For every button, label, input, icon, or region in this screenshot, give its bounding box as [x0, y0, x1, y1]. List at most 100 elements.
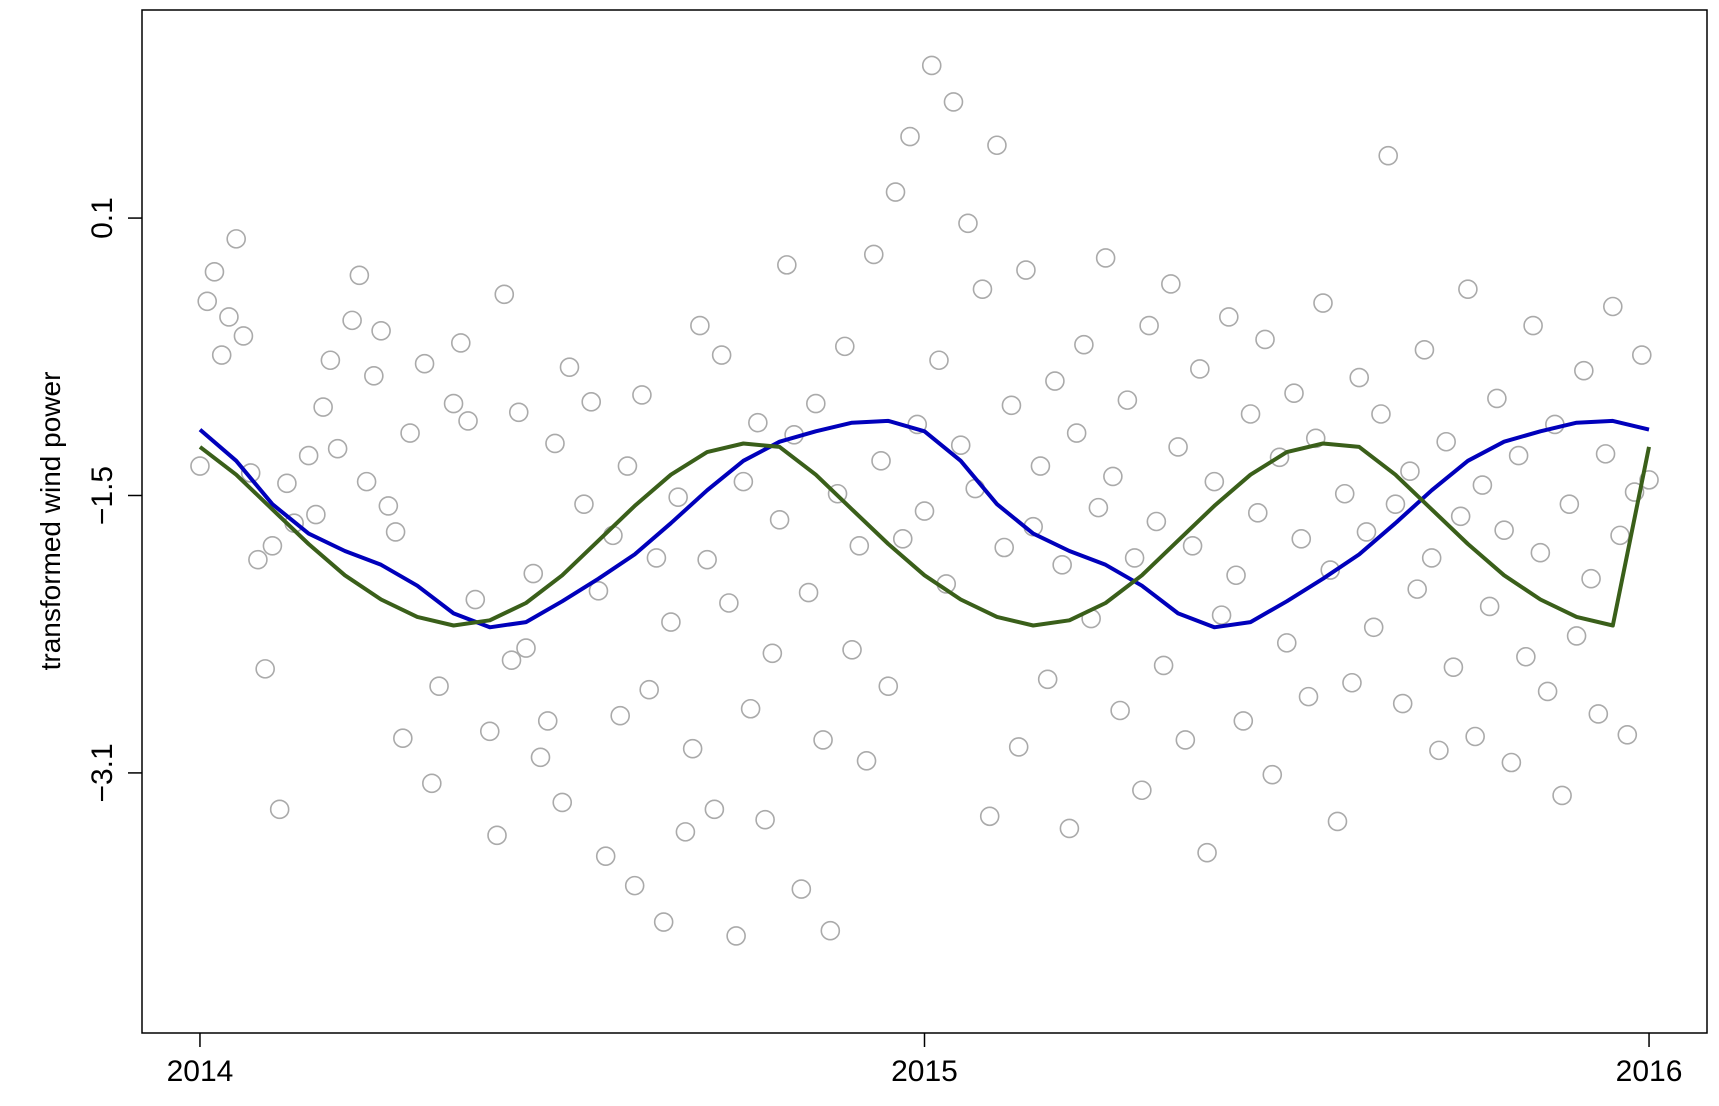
- scatter-point: [1631, 345, 1652, 365]
- scatter-point: [1124, 548, 1145, 568]
- scatter-point: [233, 326, 254, 346]
- scatter-point: [711, 345, 732, 365]
- y-axis: −3.1 −1.5 0.1: [86, 197, 142, 803]
- scatter-point: [1342, 672, 1362, 693]
- scatter-point: [313, 397, 333, 417]
- scatter-point: [610, 705, 630, 726]
- scatter-point: [682, 738, 703, 759]
- scatter-point: [1385, 494, 1406, 514]
- scatter-point: [1392, 693, 1413, 714]
- scatter-point: [943, 92, 964, 112]
- scatter-point: [1197, 842, 1217, 863]
- scatter-point: [755, 809, 775, 830]
- scatter-point: [1233, 711, 1254, 731]
- scatter-point: [697, 549, 717, 570]
- scatter-point: [1037, 669, 1058, 690]
- x-axis: 2014 2015 2016: [167, 1033, 1682, 1088]
- scatter-point: [849, 535, 870, 556]
- scatter-point: [1240, 404, 1261, 424]
- scatter-point: [726, 926, 746, 946]
- scatter-point: [1204, 471, 1225, 492]
- scatter-point: [1284, 383, 1304, 403]
- scatter-point: [661, 612, 681, 632]
- scatter-point: [871, 451, 891, 471]
- scatter-point: [1508, 445, 1529, 466]
- scatter-point: [617, 456, 638, 476]
- scatter-point: [856, 750, 877, 771]
- scatter-point: [523, 563, 544, 584]
- scatter-point: [1356, 522, 1377, 542]
- scatter-point: [1436, 431, 1456, 452]
- scatter-point: [987, 135, 1007, 156]
- scatter-point: [219, 307, 239, 327]
- scatter-point: [1595, 444, 1616, 464]
- scatter-point: [1537, 681, 1558, 702]
- scatter-point: [450, 333, 471, 353]
- series-line-1: [198, 418, 1650, 630]
- scatter-point: [1146, 511, 1167, 532]
- scatter-point: [719, 593, 739, 613]
- scatter-point: [349, 265, 370, 286]
- scatter-point: [1574, 360, 1594, 381]
- scatter-point: [1074, 334, 1094, 355]
- scatter-point: [545, 433, 565, 454]
- scatter-point: [385, 522, 406, 542]
- scatter-point: [342, 310, 362, 331]
- scatter-point: [298, 445, 319, 466]
- scatter-point: [1581, 568, 1601, 589]
- scatter-point: [269, 799, 290, 820]
- scatter-point: [494, 284, 515, 305]
- scatter-point: [530, 747, 551, 768]
- scatter-point: [204, 262, 225, 282]
- scatter-point: [733, 471, 754, 492]
- scatter-point: [827, 483, 848, 504]
- scatter-point: [1349, 367, 1370, 388]
- scatter-point: [1363, 617, 1384, 638]
- scatter-point: [900, 126, 920, 147]
- scatter-point: [704, 799, 725, 820]
- scatter-point: [675, 822, 696, 842]
- scatter-point: [1414, 340, 1435, 360]
- scatter-point: [240, 463, 261, 483]
- scatter-point: [769, 509, 790, 530]
- scatter-point: [1610, 525, 1630, 546]
- scatter-point: [574, 494, 594, 514]
- y-tick-label: −1.5: [86, 466, 119, 525]
- scatter-point: [262, 535, 283, 556]
- scatter-point: [1371, 404, 1391, 424]
- scatter-point: [740, 698, 761, 719]
- scatter-point: [907, 414, 928, 435]
- scatter-point: [1516, 646, 1536, 667]
- scatter-point: [378, 496, 399, 516]
- scatter-point: [1523, 315, 1543, 336]
- scatter-points: [190, 55, 1659, 946]
- scatter-point: [863, 244, 884, 265]
- scatter-point: [878, 676, 899, 697]
- scatter-point: [1465, 726, 1485, 747]
- scatter-point: [1494, 520, 1514, 540]
- scatter-point: [668, 487, 688, 508]
- scatter-point: [588, 581, 609, 601]
- scatter-point: [190, 456, 210, 476]
- scatter-point: [1443, 657, 1464, 677]
- scatter-point: [508, 402, 529, 423]
- scatter-point: [1552, 785, 1572, 806]
- x-tick-label: 2015: [891, 1055, 958, 1088]
- scatter-point: [400, 423, 420, 443]
- smooth-lines: [198, 418, 1651, 630]
- scatter-point: [1153, 655, 1174, 676]
- scatter-point: [1110, 700, 1130, 721]
- scatter-point: [1175, 730, 1196, 750]
- scatter-point: [422, 773, 442, 794]
- scatter-point: [429, 676, 449, 697]
- scatter-point: [1472, 475, 1493, 495]
- scatter-point: [255, 659, 275, 679]
- scatter-point: [364, 366, 384, 386]
- scatter-point: [1566, 626, 1587, 646]
- scatter-point: [1117, 390, 1138, 410]
- scatter-point: [1132, 780, 1152, 801]
- scatter-point: [1001, 395, 1022, 416]
- scatter-point: [885, 182, 906, 202]
- scatter-point: [748, 412, 768, 433]
